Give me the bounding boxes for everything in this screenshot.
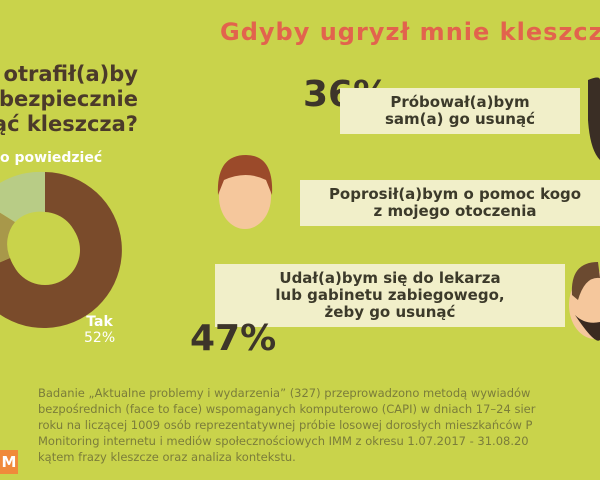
answer-line: Poprosił(a)bym o pomoc kogo xyxy=(328,185,582,203)
answer-line: lub gabinetu zabiegowego, xyxy=(275,286,505,304)
footer-line: roku na liczącej 1009 osób reprezentatyw… xyxy=(38,418,533,432)
title: Gdyby ugryzł mnie kleszcz xyxy=(220,18,600,46)
donut-yes-value: 52% xyxy=(84,330,116,346)
footer-line: Monitoring internetu i mediów społecznoś… xyxy=(38,434,529,448)
answer-line: z mojego otoczenia xyxy=(373,202,537,220)
answer-line: Udał(a)bym się do lekarza xyxy=(279,269,501,287)
question: otrafił(a)by bezpiecznie ąć kleszcza? xyxy=(0,62,138,137)
donut xyxy=(0,171,122,328)
question-line: otrafił(a)by xyxy=(3,62,138,86)
donut-yes: Tak 52% xyxy=(84,314,115,346)
donut-yes-label: Tak xyxy=(86,314,113,330)
answer-line: Próbował(a)bym xyxy=(390,93,530,111)
answer-box: Próbował(a)bym sam(a) go usunąć xyxy=(340,88,580,134)
answer-line: sam(a) go usunąć xyxy=(385,110,535,128)
face-beard xyxy=(569,262,600,341)
answer-line: żeby go usunąć xyxy=(324,303,456,321)
question-line: ąć kleszcza? xyxy=(0,112,138,136)
footer-line: bezpośrednich (face to face) wspomaganyc… xyxy=(38,402,536,416)
face-neutral xyxy=(217,155,273,229)
footer-line: kątem frazy kleszcze oraz analiza kontek… xyxy=(38,450,296,464)
face-partial xyxy=(588,77,600,160)
percent: 47% xyxy=(190,318,277,359)
question-line: bezpiecznie xyxy=(0,87,138,111)
badge: M xyxy=(0,450,18,474)
footer: Badanie „Aktualne problemy i wydarzenia”… xyxy=(38,385,535,465)
donut-label: o powiedzieć xyxy=(0,150,103,166)
answer-box: Poprosił(a)bym o pomoc kogo z mojego oto… xyxy=(300,180,600,226)
answer-box: Udał(a)bym się do lekarza lub gabinetu z… xyxy=(215,264,565,327)
footer-line: Badanie „Aktualne problemy i wydarzenia”… xyxy=(38,386,531,400)
